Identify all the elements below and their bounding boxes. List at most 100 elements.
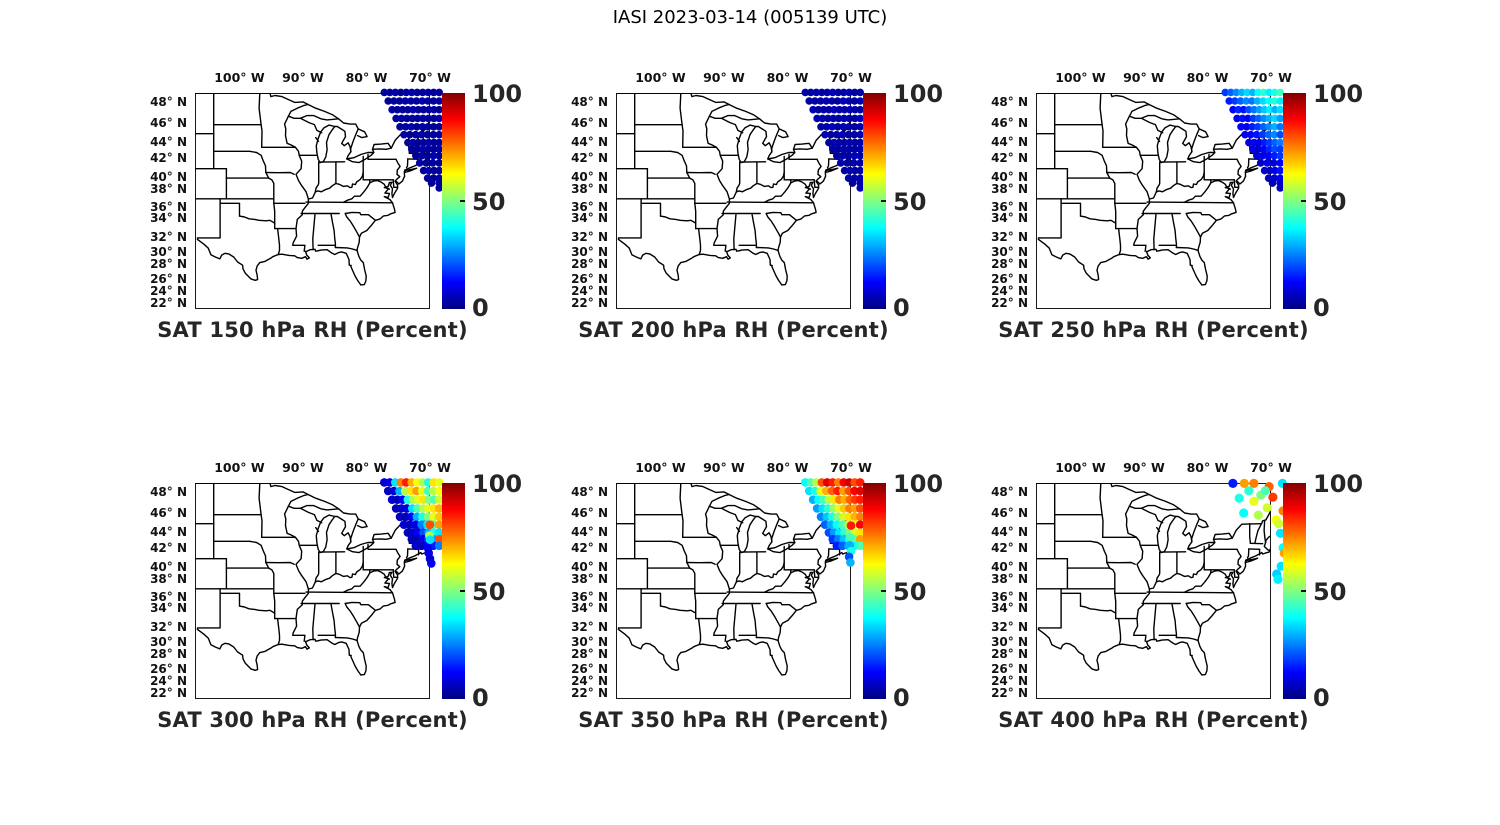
lat-tick-label: 34° N [991,601,1028,616]
lat-tick-label: 46° N [150,116,187,131]
lat-tick-label: 24° N [150,284,187,299]
lon-tick-label: 80° W [766,70,809,85]
lat-tick-label: 42° N [991,151,1028,166]
colorbar [1283,483,1306,699]
colorbar [863,93,886,309]
lat-tick-label: 44° N [571,525,608,540]
colorbar-label-50: 50 [893,188,927,216]
lat-tick-label: 42° N [571,541,608,556]
lat-tick-label: 48° N [571,94,608,109]
lon-tick-label: 100° W [1055,70,1106,85]
state-borders [1036,483,1271,676]
state-borders [195,93,430,286]
lat-tick-label: 40° N [571,170,608,185]
colorbar-label-0: 0 [893,684,910,712]
lat-tick-label: 28° N [991,257,1028,272]
lon-tick-label: 70° W [1250,460,1292,475]
lon-tick-label: 90° W [1123,460,1165,475]
lat-tick-label: 32° N [150,229,187,244]
lon-tick-label: 90° W [282,460,324,475]
lat-tick-label: 36° N [991,589,1028,604]
state-borders [195,483,430,676]
lat-tick-label: 36° N [571,199,608,214]
colorbar-mid-tick [1301,200,1306,202]
lon-tick-label: 100° W [214,70,265,85]
map-frame [616,483,851,699]
lat-tick-label: 48° N [571,484,608,499]
lat-tick-label: 24° N [571,674,608,689]
map-frame [195,93,430,309]
lon-tick-label: 90° W [703,70,745,85]
lat-tick-label: 46° N [991,506,1028,521]
lat-tick-label: 28° N [150,257,187,272]
state-borders [616,483,851,676]
colorbar-label-50: 50 [893,578,927,606]
lat-tick-label: 40° N [991,560,1028,575]
lat-tick-label: 44° N [571,135,608,150]
lat-tick-label: 48° N [150,484,187,499]
colorbar-label-50: 50 [472,188,506,216]
lat-tick-label: 42° N [571,151,608,166]
scatter-points [801,88,864,192]
panel-title-250hpa: SAT 250 hPa RH (Percent) [998,318,1309,342]
lat-tick-label: 30° N [571,244,608,259]
lat-tick-label: 46° N [150,506,187,521]
lon-tick-label: 70° W [830,70,872,85]
lat-tick-label: 34° N [150,601,187,616]
lat-tick-label: 32° N [571,619,608,634]
lat-tick-label: 24° N [150,674,187,689]
lon-tick-label: 70° W [830,460,872,475]
lat-tick-label: 32° N [991,229,1028,244]
scatter-points [1228,478,1289,584]
colorbar-label-100: 100 [472,80,523,108]
lat-tick-label: 38° N [150,181,187,196]
lon-tick-label: 80° W [1186,460,1229,475]
lat-tick-label: 46° N [991,116,1028,131]
lat-tick-label: 26° N [571,661,608,676]
lat-tick-label: 40° N [571,560,608,575]
lat-tick-label: 30° N [991,634,1028,649]
colorbar-mid-tick [460,200,465,202]
map-panel-200hpa [616,88,864,309]
lat-tick-label: 26° N [991,271,1028,286]
lat-tick-label: 22° N [571,296,608,311]
map-panel-250hpa [1036,88,1284,309]
panel-title-150hpa: SAT 150 hPa RH (Percent) [157,318,468,342]
colorbar-label-100: 100 [1313,470,1364,498]
colorbar-label-50: 50 [1313,578,1347,606]
lat-tick-label: 26° N [571,271,608,286]
lat-tick-label: 46° N [571,506,608,521]
colorbar-label-0: 0 [472,684,489,712]
colorbar-label-100: 100 [1313,80,1364,108]
lat-tick-label: 44° N [991,525,1028,540]
lat-tick-label: 34° N [150,211,187,226]
lat-tick-label: 34° N [991,211,1028,226]
lon-tick-label: 70° W [409,460,451,475]
lon-tick-label: 70° W [409,70,451,85]
lat-tick-label: 34° N [571,601,608,616]
lat-tick-label: 24° N [991,284,1028,299]
panel-title-300hpa: SAT 300 hPa RH (Percent) [157,708,468,732]
lat-tick-label: 40° N [150,170,187,185]
lon-tick-label: 90° W [282,70,324,85]
colorbar [1283,93,1306,309]
state-borders [1036,93,1271,286]
lat-tick-label: 30° N [150,244,187,259]
lat-tick-label: 30° N [991,244,1028,259]
lat-tick-label: 44° N [991,135,1028,150]
map-panel-350hpa [616,478,865,699]
colorbar-label-0: 0 [1313,684,1330,712]
scatter-points [380,88,443,192]
colorbar [863,483,886,699]
colorbar-mid-tick [881,590,886,592]
lon-tick-label: 80° W [345,460,388,475]
lat-tick-label: 36° N [571,589,608,604]
lat-tick-label: 42° N [150,541,187,556]
colorbar-label-100: 100 [472,470,523,498]
lat-tick-label: 32° N [150,619,187,634]
colorbar [442,483,465,699]
lat-tick-label: 32° N [571,229,608,244]
lat-tick-label: 38° N [150,571,187,586]
lat-tick-label: 28° N [571,257,608,272]
